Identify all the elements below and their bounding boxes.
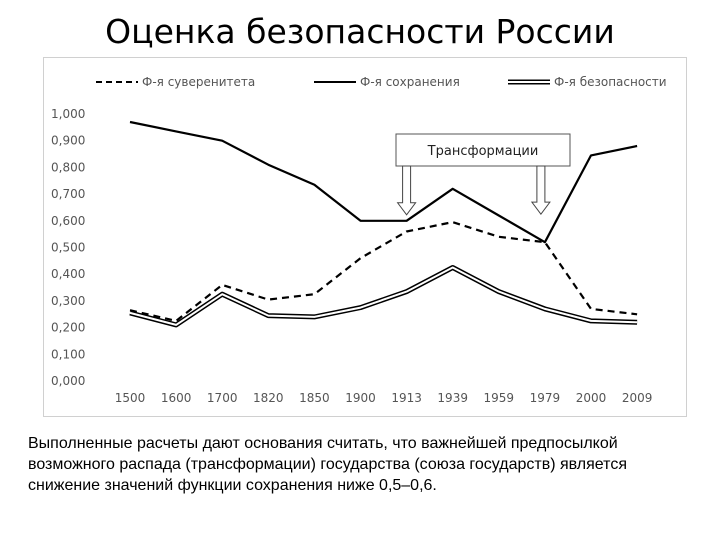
y-tick-label: 0,600 — [51, 214, 85, 228]
legend-label: Ф-я суверенитета — [142, 75, 255, 89]
x-tick-label: 1600 — [161, 391, 192, 405]
x-tick-label: 1850 — [299, 391, 330, 405]
y-tick-label: 0,100 — [51, 347, 85, 361]
y-tick-label: 0,200 — [51, 321, 85, 335]
x-tick-label: 1820 — [253, 391, 284, 405]
x-tick-label: 1959 — [484, 391, 515, 405]
y-tick-label: 1,000 — [51, 107, 85, 121]
chart-frame: 0,000 0,100 0,200 0,300 0,400 0,500 0,600 0,700… — [43, 57, 687, 417]
series-line-1 — [129, 120, 638, 244]
y-tick-label: 0,700 — [51, 187, 85, 201]
y-tick-label: 0,500 — [51, 241, 85, 255]
x-tick-label: 1900 — [345, 391, 376, 405]
legend-label: Ф-я безопасности — [554, 75, 667, 89]
annotation-label: Трансформации — [427, 144, 539, 159]
line-chart: 0,000 0,100 0,200 0,300 0,400 0,500 0,600 0,700… — [51, 75, 667, 405]
y-tick-label: 0,800 — [51, 160, 85, 174]
series-line-inner-2 — [129, 266, 638, 326]
annotation-box — [395, 133, 571, 167]
legend-label: Ф-я сохранения — [360, 75, 460, 89]
y-tick-label: 0,300 — [51, 294, 85, 308]
y-tick-label: 0,400 — [51, 267, 85, 281]
annotation-arrow — [396, 165, 417, 216]
x-tick-label: 1939 — [437, 391, 468, 405]
x-tick-label: 1500 — [115, 391, 146, 405]
series-line-0 — [129, 221, 638, 322]
page-title: Оценка безопасности России — [105, 12, 615, 51]
y-tick-label: 0,900 — [51, 134, 85, 148]
x-tick-label: 2009 — [622, 391, 653, 405]
x-tick-label: 2000 — [576, 391, 607, 405]
y-tick-label: 0,000 — [51, 374, 85, 388]
x-tick-label: 1979 — [530, 391, 561, 405]
x-tick-label: 1700 — [207, 391, 238, 405]
x-tick-label: 1913 — [391, 391, 422, 405]
annotation-arrow — [530, 165, 551, 215]
caption-text: Выполненные расчеты дают основания счита… — [28, 435, 627, 494]
